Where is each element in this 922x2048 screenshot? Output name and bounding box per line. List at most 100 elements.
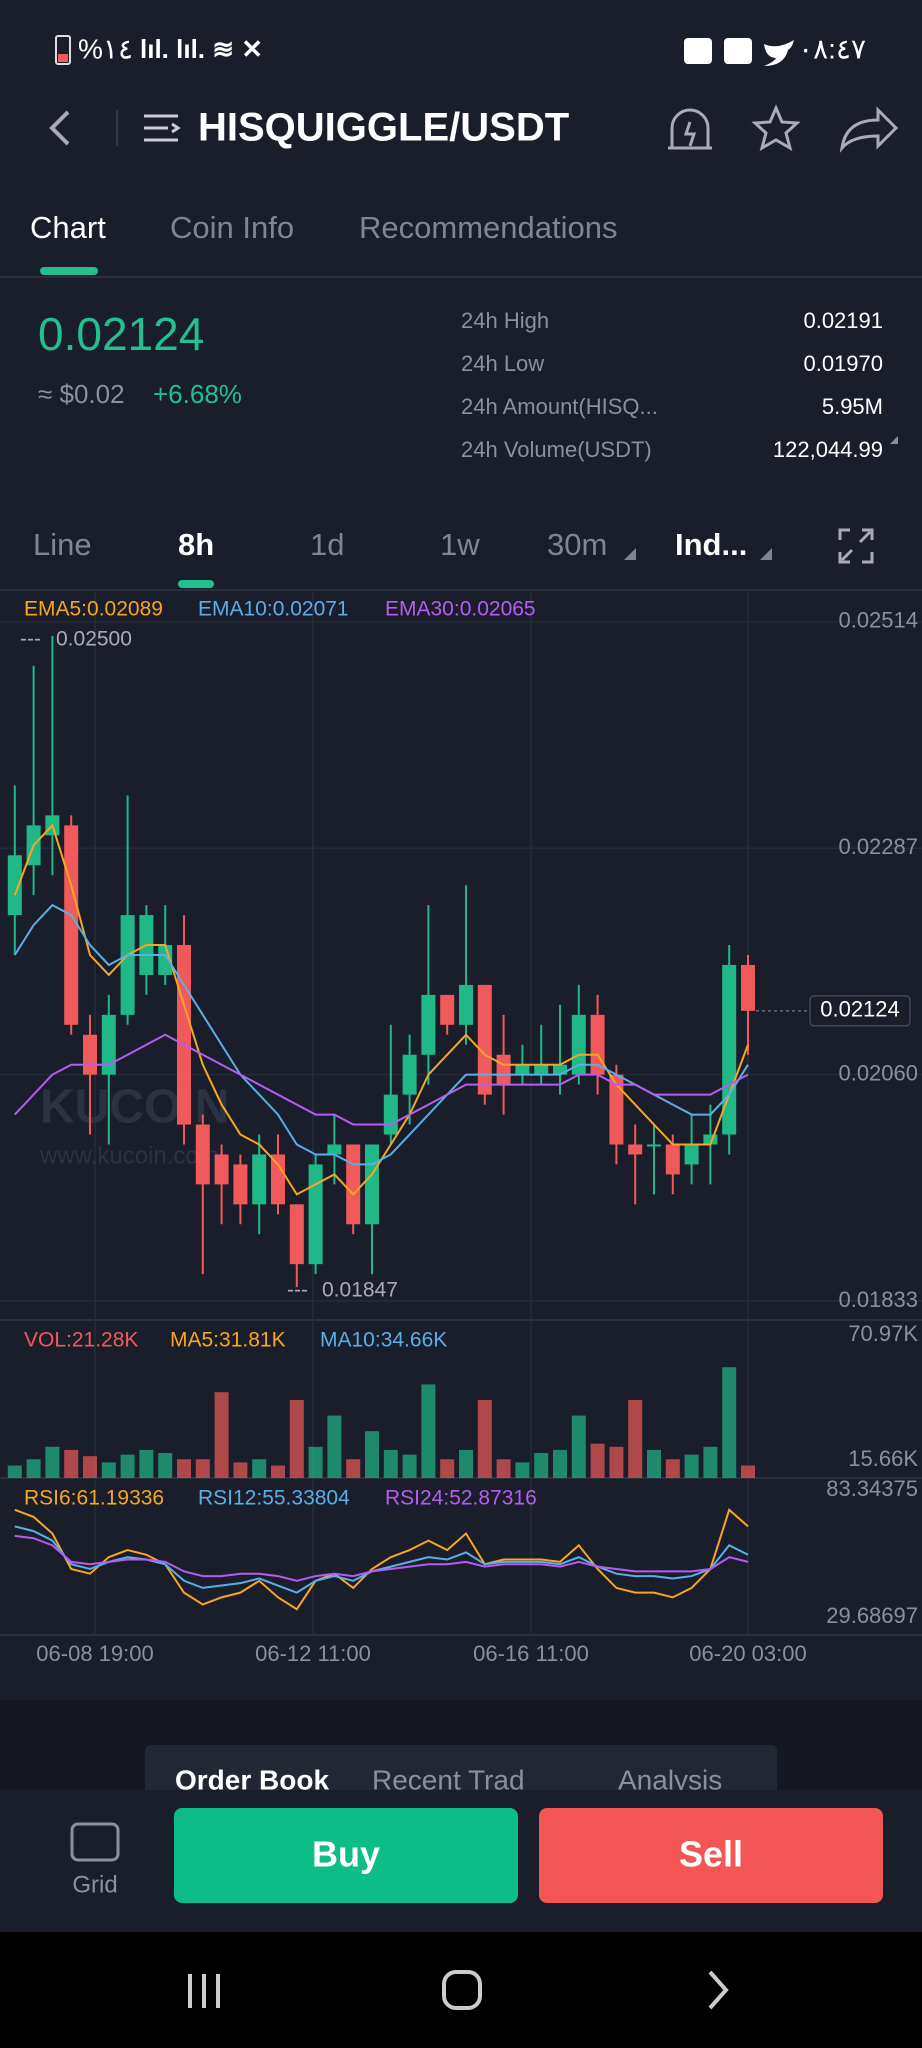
translate-icon — [684, 38, 712, 64]
candle-body — [158, 945, 173, 975]
grid-icon[interactable] — [70, 1822, 120, 1862]
stat-label: 24h Volume(USDT) — [461, 437, 652, 462]
interval-tab[interactable]: 1w — [440, 527, 480, 562]
home-button[interactable] — [442, 1970, 482, 2010]
rsi-max-label: 83.34375 — [826, 1476, 918, 1501]
volume-bar — [571, 1415, 586, 1478]
rsi-legend: RSI12:55.33804 — [198, 1487, 350, 1510]
dropdown-icon — [624, 548, 636, 560]
candle-body — [233, 1164, 248, 1205]
candle-body — [665, 1144, 680, 1175]
marker-dash: --- — [287, 1279, 308, 1302]
interval-tab[interactable]: 1d — [310, 527, 344, 562]
interval-tab[interactable]: Ind... — [675, 527, 747, 562]
ema-legend: EMA10:0.02071 — [198, 598, 349, 621]
volume-bar — [365, 1431, 379, 1478]
back-nav-button[interactable] — [708, 1970, 729, 2010]
fiat-price: ≈ $0.02 — [38, 379, 125, 409]
buy-button[interactable] — [174, 1808, 518, 1903]
volume-bar — [271, 1465, 285, 1478]
stat-value: 122,044.99 — [773, 437, 883, 462]
x-tick-label: 06-16 11:00 — [473, 1641, 589, 1666]
candle-body — [515, 1064, 530, 1075]
volume-bar — [459, 1449, 473, 1478]
recents-button[interactable] — [188, 1974, 220, 2008]
stats: 24h High 0.02191 24h Low 0.01970 24h Amount(… — [461, 308, 898, 462]
status-time[interactable]: ٠٨:٤٧ — [798, 33, 866, 64]
share-button[interactable] — [839, 106, 899, 154]
stat-value: 5.95M — [822, 394, 883, 419]
low-marker: 0.01847 — [322, 1279, 398, 1302]
pair-title: HISQUIGGLE/USDT — [198, 106, 569, 150]
volume-bar — [440, 1459, 455, 1478]
candle-body — [308, 1164, 323, 1265]
candle-body — [553, 1064, 567, 1075]
volume-bar — [534, 1453, 549, 1478]
dropdown-icon — [760, 548, 772, 560]
interval-tab[interactable]: 30m — [547, 527, 607, 562]
volume-bar — [308, 1446, 323, 1478]
status-left: %١٤ — [78, 33, 133, 64]
candle-body — [365, 1144, 379, 1225]
volume-bar — [383, 1449, 398, 1478]
fullscreen-button[interactable] — [838, 528, 874, 564]
candle-body — [289, 1204, 304, 1265]
y-tick-label: 0.02060 — [838, 1060, 918, 1085]
tab[interactable]: Recommendations — [359, 210, 617, 245]
buy-label[interactable]: Buy — [312, 1834, 380, 1875]
volume-bar — [722, 1367, 737, 1478]
candle-body — [195, 1124, 210, 1185]
stat-label: 24h Amount(HISQ... — [461, 394, 658, 419]
last-price-label: 0.02124 — [820, 997, 900, 1022]
candle-body — [327, 1144, 342, 1155]
x-tick-label: 06-20 03:00 — [689, 1641, 806, 1666]
candle-body — [383, 1094, 398, 1135]
y-tick-label: 0.02514 — [838, 608, 918, 633]
candle-body — [421, 994, 436, 1055]
ema-line — [13, 903, 749, 1166]
interval-tab[interactable]: 8h — [178, 527, 214, 562]
stat-label: 24h High — [461, 308, 549, 333]
interval-tab[interactable]: Line — [33, 527, 92, 562]
tab[interactable]: Coin Info — [170, 210, 294, 245]
candle-body — [477, 984, 492, 1095]
last-price: 0.02124 — [38, 308, 204, 360]
twitter-icon — [764, 40, 794, 66]
rsi-line — [14, 1525, 749, 1594]
dropdown-icon — [890, 436, 898, 444]
sell-label[interactable]: Sell — [679, 1834, 743, 1875]
sell-button[interactable] — [539, 1808, 883, 1903]
back-button[interactable] — [49, 110, 70, 146]
volume-bar — [83, 1456, 97, 1478]
nav-bar — [0, 1932, 922, 2048]
candle-body — [252, 1154, 267, 1205]
tab[interactable]: Chart — [30, 210, 106, 245]
candle-body — [101, 1014, 116, 1075]
candle-body — [64, 825, 79, 1025]
candle-body — [496, 1054, 511, 1085]
favorite-button[interactable] — [751, 104, 801, 152]
volume-legend: MA5:31.81K — [170, 1329, 286, 1352]
candle-body — [214, 1154, 229, 1185]
x-tick-label: 06-08 19:00 — [36, 1641, 153, 1666]
stat-value: 0.01970 — [803, 351, 883, 376]
candle-body — [177, 945, 191, 1125]
alert-button[interactable] — [668, 108, 712, 150]
volume-bar — [684, 1454, 699, 1478]
volume-bar — [346, 1459, 361, 1478]
ema-legend: EMA30:0.02065 — [385, 598, 536, 621]
interval-bar: Line 8h 1d 1w 30m Ind... — [33, 527, 772, 562]
kline-chart: 0.025140.022870.020600.01833KUCOINwww.ku… — [0, 592, 922, 1666]
volume-bar — [327, 1415, 342, 1478]
grid-label[interactable]: Grid — [72, 1871, 117, 1898]
volume-bar — [477, 1400, 492, 1478]
volume-bar — [252, 1459, 267, 1478]
battery-level — [58, 54, 68, 62]
candle-body — [703, 1134, 718, 1145]
signal-icons: lıl. lıl. ≋ ✕ — [140, 34, 263, 64]
volume-bar — [553, 1449, 567, 1478]
menu-button[interactable] — [144, 114, 181, 142]
rsi-min-label: 29.68697 — [826, 1603, 918, 1628]
candle-body — [647, 1144, 661, 1147]
